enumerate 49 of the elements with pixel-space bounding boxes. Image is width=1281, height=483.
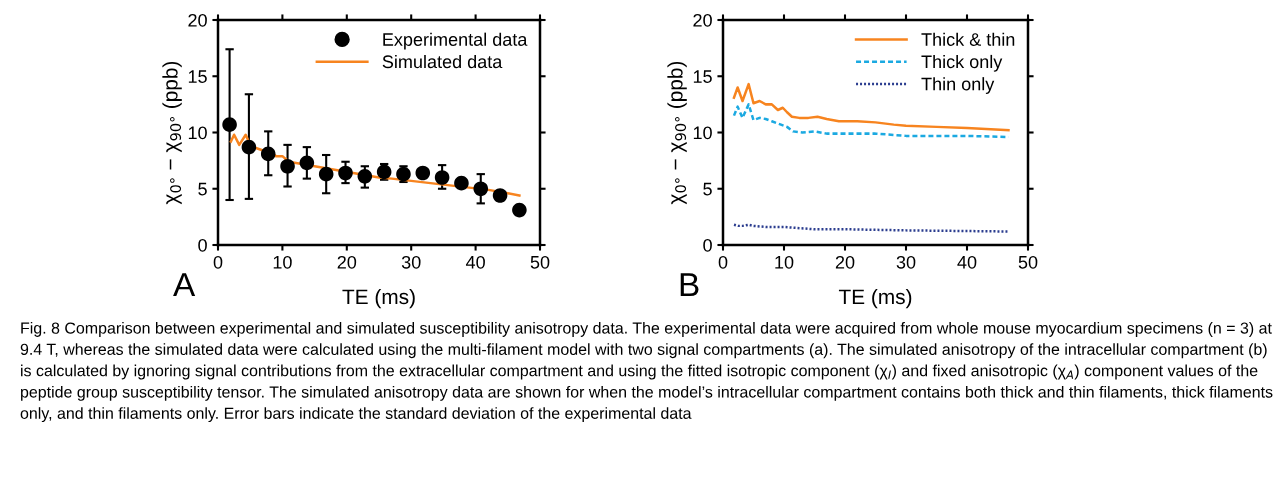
y-axis-title: χ$_{0°}$ − χ$_{90°}$ (ppb) [667, 61, 687, 205]
x-tick-label: 0 [718, 255, 728, 269]
point [415, 165, 431, 181]
line-series [732, 223, 1010, 233]
x-tick-label: 10 [273, 255, 292, 269]
legend-label: Experimental data [383, 32, 528, 50]
point [241, 139, 257, 155]
y-tick-label: 0 [703, 238, 712, 252]
x-tick-label: 20 [835, 255, 855, 269]
y-tick-label: 15 [188, 70, 207, 83]
y-tick-label: 10 [188, 126, 207, 140]
point [454, 175, 469, 191]
point [318, 166, 334, 182]
x-axis-title: TE (ms) [342, 288, 415, 309]
x-tick-label: 50 [530, 255, 550, 269]
point [434, 170, 450, 185]
point [299, 155, 315, 171]
y-tick-label: 5 [198, 182, 207, 196]
x-tick-label: 40 [465, 255, 485, 269]
legend-label: Simulated data [382, 54, 503, 69]
y-tick-label: 20 [188, 13, 207, 27]
y-tick-label: 0 [198, 238, 207, 252]
y-axis-title: χ$_{0°}$ − χ$_{90°}$ (ppb) [162, 61, 182, 205]
x-tick-label: 10 [775, 255, 794, 269]
legend-label: Thick only [921, 54, 1003, 72]
y-tick-label: 5 [703, 182, 712, 196]
point [357, 169, 373, 184]
legend-label: Thick & thin [921, 32, 1015, 46]
x-tick-label: 20 [337, 255, 357, 269]
x-tick-label: 30 [401, 255, 421, 269]
text: Fig. 8 Comparison between experimental and simulated susceptibility anisotropy data. The experimental data were acquired from whole mouse myocardium specimens (n = 3) at 9.4 T, whereas the simulated data were calculated using the multi-filament model with two signal compartments (a). The simulated anisotropy of the intracellular compartment (b) is calculated by ignoring signal contributions from the extracellular compartment and using the fitted isotropic component (χ$_{I}$) and fixed anisotropic (χ$_{A}$) component values of the peptide group susceptibility tensor. The simulated anisotropy data are shown for when the model’s intracellular compartment contains both thick and thin filaments, thick filaments only, and thin filaments only. Error bars indicate the standard deviation of the experimental data [20, 322, 1273, 423]
x-tick-label: 0 [213, 255, 223, 269]
point [280, 158, 295, 174]
point [260, 146, 276, 162]
point [222, 117, 237, 132]
point [492, 188, 508, 203]
x-tick-label: 40 [957, 255, 977, 269]
x-tick-label: 50 [1018, 255, 1038, 269]
x-tick-label: 30 [896, 255, 916, 269]
point [338, 165, 353, 181]
text: B [680, 273, 699, 297]
point [512, 202, 527, 218]
legend-label: Thin only [921, 77, 995, 94]
x-axis-title: TE (ms) [838, 288, 912, 309]
text: A [173, 273, 196, 297]
y-tick-label: 15 [693, 70, 712, 83]
y-tick-label: 20 [693, 13, 712, 27]
point [473, 181, 489, 197]
y-tick-label: 10 [693, 126, 712, 140]
